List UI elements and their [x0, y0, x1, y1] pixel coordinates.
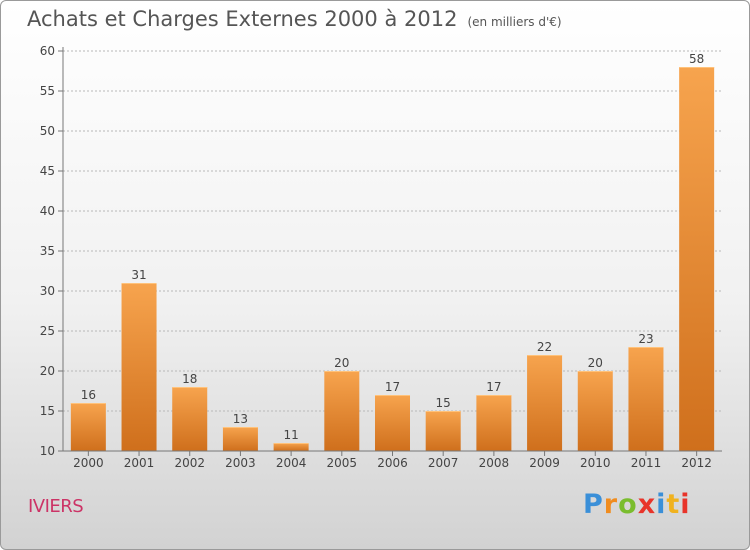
grid-lines [63, 50, 722, 412]
data-label: 13 [233, 412, 248, 426]
x-tick-label: 2001 [124, 456, 155, 470]
data-label: 18 [182, 372, 197, 386]
bar-2008 [476, 395, 512, 451]
chart-title: Achats et Charges Externes 2000 à 2012 (e… [27, 7, 562, 31]
bars: 16 31 18 13 11 20 17 15 17 22 20 23 58 [70, 52, 715, 451]
data-label: 11 [283, 428, 298, 442]
bar-2010 [577, 371, 613, 451]
x-tick-label: 2005 [327, 456, 358, 470]
bar-2009 [527, 355, 563, 451]
y-tick-label: 45 [40, 164, 55, 178]
y-tick-label: 25 [40, 324, 55, 338]
bar-2005 [324, 371, 360, 451]
y-tick-label: 20 [40, 364, 55, 378]
axes: 10 15 20 25 30 35 40 45 50 55 60 2000 2001 2002 2003 20… [40, 44, 722, 470]
y-tick-label: 15 [40, 404, 55, 418]
bar-2012 [679, 67, 715, 451]
x-tick-label: 2012 [681, 456, 712, 470]
y-tick-label: 50 [40, 124, 55, 138]
data-label: 22 [537, 340, 552, 354]
town-name: IVIERS [28, 496, 84, 517]
data-label: 17 [486, 380, 501, 394]
bar-2002 [172, 387, 208, 451]
data-label: 20 [334, 356, 349, 370]
x-tick-label: 2011 [631, 456, 662, 470]
x-tick-label: 2006 [377, 456, 408, 470]
bar-2011 [628, 347, 664, 451]
logo-letter: i [656, 489, 667, 520]
chart-subtitle: (en milliers d'€) [467, 15, 562, 29]
x-tick-label: 2002 [174, 456, 205, 470]
logo-letter: P [583, 489, 604, 520]
x-tick-label: 2007 [428, 456, 459, 470]
data-label: 31 [131, 268, 146, 282]
x-tick-label: 2004 [276, 456, 307, 470]
bar-2000 [70, 403, 106, 451]
data-label: 58 [689, 52, 704, 66]
bar-2001 [121, 283, 157, 451]
logo-letter: r [603, 489, 619, 520]
y-tick-label: 10 [40, 444, 55, 458]
x-tick-label: 2003 [225, 456, 256, 470]
y-tick-label: 40 [40, 204, 55, 218]
data-label: 20 [588, 356, 603, 370]
y-tick-label: 55 [40, 84, 55, 98]
data-label: 15 [436, 396, 451, 410]
y-tick-label: 30 [40, 284, 55, 298]
data-label: 17 [385, 380, 400, 394]
bar-2006 [375, 395, 410, 451]
y-tick-label: 60 [40, 44, 55, 58]
data-label: 16 [81, 388, 96, 402]
bar-2003 [222, 427, 258, 451]
x-tick-label: 2009 [529, 456, 560, 470]
logo-letter: t [666, 489, 681, 520]
x-tick-label: 2010 [580, 456, 611, 470]
x-tick-label: 2008 [479, 456, 510, 470]
logo-letter: o [618, 489, 638, 520]
bar-2004 [273, 443, 309, 451]
bar-2007 [425, 411, 461, 451]
logo-letter: i [680, 489, 691, 520]
x-tick-label: 2000 [73, 456, 104, 470]
logo-letter: x [637, 489, 657, 520]
title-text: Achats et Charges Externes 2000 à 2012 [27, 7, 458, 31]
data-label: 23 [638, 332, 653, 346]
proxiti-logo: Proxiti [583, 489, 691, 520]
y-tick-label: 35 [40, 244, 55, 258]
